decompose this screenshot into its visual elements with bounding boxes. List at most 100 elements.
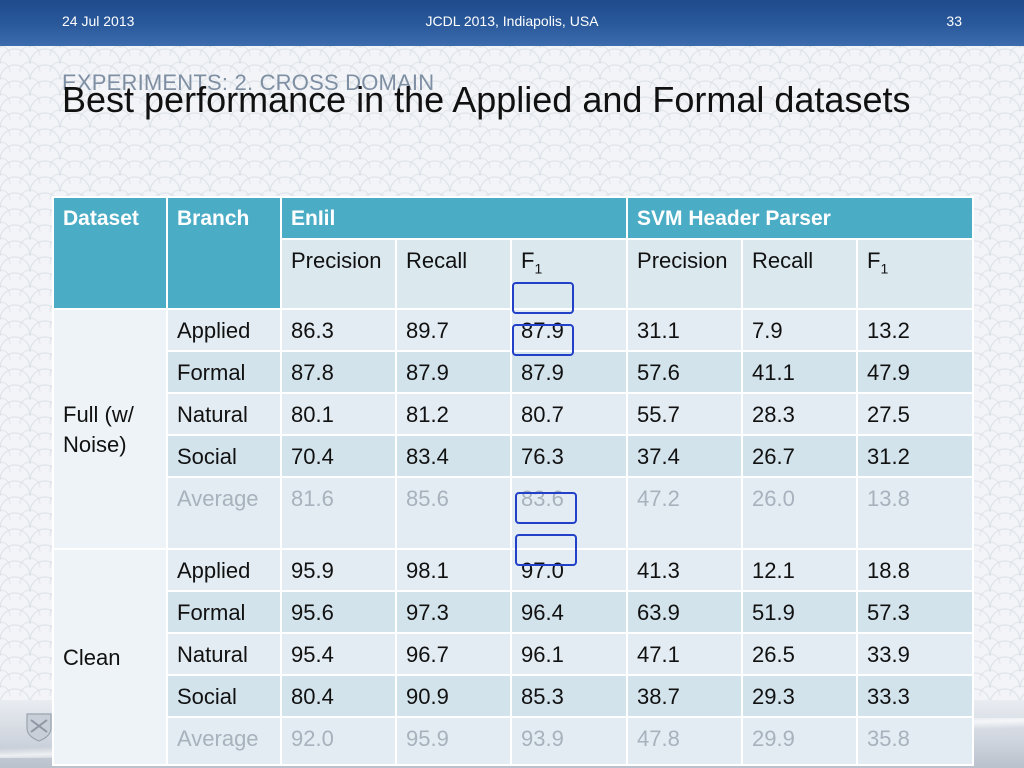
value-cell: 33.3 (856, 674, 975, 718)
slide-header-bar: 24 Jul 2013 JCDL 2013, Indiapolis, USA 3… (0, 0, 1024, 46)
value-cell: 83.6 (509, 476, 629, 550)
value-cell: 47.1 (626, 632, 744, 676)
branch-cell: Average (166, 716, 282, 766)
value-cell: 85.6 (395, 476, 512, 550)
value-cell: 96.4 (509, 590, 629, 634)
highlight-ring (515, 492, 577, 524)
value-cell: 35.8 (856, 716, 975, 766)
table-row: Social 80.4 90.9 85.3 38.7 29.3 33.3 (53, 674, 975, 718)
branch-cell: Social (166, 674, 282, 718)
value-cell: 89.7 (395, 308, 512, 352)
value-cell: 81.6 (280, 476, 397, 550)
branch-cell: Social (166, 434, 282, 478)
table-row: Natural 80.1 81.2 80.7 55.7 28.3 27.5 (53, 392, 975, 436)
value-cell: 87.9 (395, 350, 512, 394)
table-row: Natural 95.4 96.7 96.1 47.1 26.5 33.9 (53, 632, 975, 676)
branch-cell: Applied (166, 308, 282, 352)
value-cell: 26.5 (741, 632, 859, 676)
highlight-ring (512, 324, 574, 356)
value-cell: 87.8 (280, 350, 397, 394)
header-recall: Recall (395, 238, 512, 310)
header-f1: F1 (509, 238, 629, 310)
branch-cell: Applied (166, 548, 282, 592)
results-table: Dataset Branch EnIil SVM Header Parser P… (52, 196, 975, 766)
value-cell: 26.0 (741, 476, 859, 550)
value-cell: 86.3 (280, 308, 397, 352)
header-group-enlil: EnIil (279, 196, 629, 240)
value-cell: 81.2 (395, 392, 512, 436)
value-cell: 55.7 (626, 392, 744, 436)
value-cell: 47.9 (856, 350, 975, 394)
value-cell: 38.7 (626, 674, 744, 718)
header-precision: Precision (280, 238, 397, 310)
branch-cell: Natural (166, 392, 282, 436)
value-cell: 87.9 (509, 350, 629, 394)
value-cell: 83.4 (395, 434, 512, 478)
slide-title: Best performance in the Applied and Form… (62, 79, 911, 120)
table-row: Formal 95.6 97.3 96.4 63.9 51.9 57.3 (53, 590, 975, 634)
value-cell: 97.0 (509, 548, 629, 592)
header-branch: Branch (166, 196, 282, 310)
section-title: EXPERIMENTS: 2. CROSS DOMAIN (62, 70, 435, 95)
value-cell: 47.2 (626, 476, 744, 550)
value-cell: 13.2 (856, 308, 975, 352)
value-cell: 96.7 (395, 632, 512, 676)
value-cell: 85.3 (509, 674, 629, 718)
table-row-average: Average 92.0 95.9 93.9 47.8 29.9 35.8 (53, 716, 975, 766)
value-cell: 27.5 (856, 392, 975, 436)
value-cell: 13.8 (856, 476, 975, 550)
value-cell: 29.3 (741, 674, 859, 718)
highlight-ring (512, 282, 574, 314)
value-cell: 18.8 (856, 548, 975, 592)
value-cell: 63.9 (626, 590, 744, 634)
header-date: 24 Jul 2013 (62, 13, 135, 29)
value-cell: 57.6 (626, 350, 744, 394)
value-cell: 29.9 (741, 716, 859, 766)
table-row: Full (w/ Noise) Applied 86.3 89.7 87.9 3… (52, 308, 975, 550)
value-cell: 70.4 (280, 434, 397, 478)
value-cell: 90.9 (395, 674, 512, 718)
header-recall: Recall (741, 238, 859, 310)
value-cell: 98.1 (395, 548, 512, 592)
value-cell: 93.9 (509, 716, 629, 766)
group-label-full: Full (w/ Noise) (52, 308, 168, 550)
value-cell: 95.9 (395, 716, 512, 766)
value-cell: 51.9 (741, 590, 859, 634)
value-cell: 41.3 (626, 548, 744, 592)
value-cell: 28.3 (741, 392, 859, 436)
value-cell: 12.1 (741, 548, 859, 592)
value-cell: 26.7 (741, 434, 859, 478)
branch-cell: Natural (166, 632, 282, 676)
value-cell: 47.8 (626, 716, 744, 766)
group-label-clean: Clean (52, 548, 168, 766)
header-group-svm: SVM Header Parser (626, 196, 975, 240)
table-row: Social 70.4 83.4 76.3 37.4 26.7 31.2 (53, 434, 975, 478)
value-cell: 95.9 (280, 548, 397, 592)
value-cell: 80.7 (509, 392, 629, 436)
value-cell: 41.1 (741, 350, 859, 394)
value-cell: 95.4 (280, 632, 397, 676)
value-cell: 92.0 (280, 716, 397, 766)
highlight-ring (515, 534, 577, 566)
header-conference: JCDL 2013, Indiapolis, USA (425, 13, 599, 29)
value-cell: 76.3 (509, 434, 629, 478)
value-cell: 33.9 (856, 632, 975, 676)
value-cell: 80.4 (280, 674, 397, 718)
value-cell: 97.3 (395, 590, 512, 634)
header-precision: Precision (626, 238, 744, 310)
table-row: Clean Applied 95.9 98.1 97.0 41.3 12.1 1… (52, 548, 975, 766)
value-cell: 95.6 (280, 590, 397, 634)
value-cell: 80.1 (280, 392, 397, 436)
university-seal-icon (26, 713, 52, 742)
header-dataset: Dataset (52, 196, 168, 310)
value-cell: 57.3 (856, 590, 975, 634)
value-cell: 96.1 (509, 632, 629, 676)
branch-cell: Average (166, 476, 282, 550)
header-f1: F1 (856, 238, 975, 310)
value-cell: 37.4 (626, 434, 744, 478)
value-cell: 7.9 (741, 308, 859, 352)
table-row: Formal 87.8 87.9 87.9 57.6 41.1 47.9 (53, 350, 975, 394)
table-row-average: Average 81.6 85.6 83.6 47.2 26.0 13.8 (53, 476, 975, 550)
value-cell: 31.1 (626, 308, 744, 352)
branch-cell: Formal (166, 590, 282, 634)
